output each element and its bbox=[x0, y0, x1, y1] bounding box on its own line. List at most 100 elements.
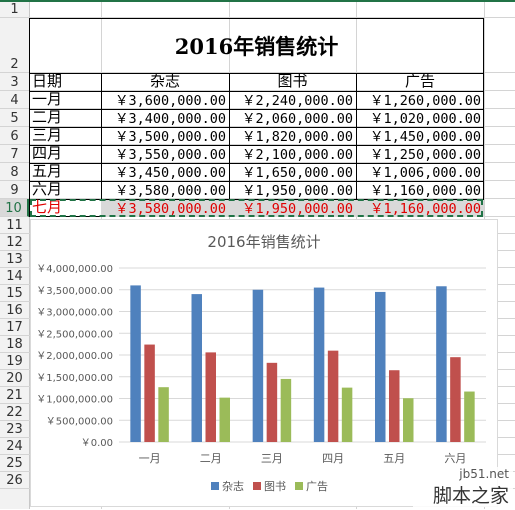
row-number[interactable]: 10 bbox=[0, 199, 29, 217]
x-tick-label: 五月 bbox=[383, 452, 405, 465]
gridline bbox=[29, 17, 515, 18]
bar bbox=[266, 362, 278, 442]
amount-cell[interactable]: ￥1,260,000.00 bbox=[369, 93, 481, 109]
table-rule bbox=[356, 73, 357, 217]
amount-cell[interactable]: ￥3,580,000.00 bbox=[114, 183, 226, 199]
amount-cell[interactable]: ￥1,450,000.00 bbox=[369, 129, 481, 145]
watermark-url: jb51.net bbox=[459, 467, 509, 481]
selected-row-highlight bbox=[101, 200, 484, 217]
amount-cell[interactable]: ￥1,160,000.00 bbox=[369, 201, 481, 217]
table-rule bbox=[29, 91, 484, 92]
row-number[interactable]: 3 bbox=[0, 73, 29, 91]
row-number[interactable]: 9 bbox=[0, 181, 29, 199]
bar bbox=[158, 387, 169, 442]
month-cell[interactable]: 六月 bbox=[32, 181, 63, 198]
legend-label: 杂志 bbox=[222, 480, 244, 493]
column-header[interactable]: 日期 bbox=[32, 73, 63, 90]
gridline bbox=[29, 144, 515, 145]
row-number[interactable]: 20 bbox=[0, 370, 29, 387]
row-number[interactable]: 22 bbox=[0, 404, 29, 421]
row-number[interactable]: 1 bbox=[0, 0, 29, 18]
table-rule bbox=[29, 181, 484, 182]
sheet-title[interactable]: 2016年销售统计 bbox=[174, 33, 339, 59]
row-number[interactable]: 7 bbox=[0, 145, 29, 163]
chart-title: 2016年销售统计 bbox=[207, 233, 320, 251]
amount-cell[interactable]: ￥1,250,000.00 bbox=[369, 147, 481, 163]
bar bbox=[130, 285, 141, 442]
y-tick-label: ￥0.00 bbox=[81, 438, 113, 449]
y-tick-label: ￥500,000.00 bbox=[46, 416, 113, 427]
month-cell[interactable]: 一月 bbox=[32, 91, 63, 108]
column-header[interactable]: 杂志 bbox=[149, 73, 180, 90]
watermark-name: 脚本之家 bbox=[432, 485, 509, 507]
row-number[interactable]: 14 bbox=[0, 268, 29, 285]
legend-swatch bbox=[211, 482, 219, 490]
amount-cell[interactable]: ￥1,950,000.00 bbox=[241, 183, 353, 199]
y-tick-label: ￥1,000,000.00 bbox=[36, 395, 113, 406]
x-tick-label: 二月 bbox=[200, 452, 222, 465]
amount-cell[interactable]: ￥1,820,000.00 bbox=[241, 129, 353, 145]
amount-cell[interactable]: ￥2,100,000.00 bbox=[241, 147, 353, 163]
row-number[interactable]: 26 bbox=[0, 472, 29, 489]
column-header-strip bbox=[0, 0, 515, 2]
table-rule bbox=[29, 145, 484, 146]
table-rule bbox=[29, 73, 484, 74]
row-number[interactable]: 5 bbox=[0, 109, 29, 127]
row-number[interactable]: 18 bbox=[0, 336, 29, 353]
column-header[interactable]: 广告 bbox=[404, 73, 435, 90]
bar bbox=[191, 294, 202, 442]
bar bbox=[205, 352, 216, 442]
row-number[interactable]: 21 bbox=[0, 387, 29, 404]
row-number[interactable]: 24 bbox=[0, 438, 29, 455]
amount-cell[interactable]: ￥1,006,000.00 bbox=[369, 165, 481, 181]
bar bbox=[450, 357, 461, 442]
y-tick-label: ￥3,500,000.00 bbox=[36, 286, 113, 297]
row-number[interactable]: 12 bbox=[0, 234, 29, 251]
bar bbox=[219, 397, 230, 442]
row-number[interactable]: 6 bbox=[0, 127, 29, 145]
amount-cell[interactable]: ￥3,550,000.00 bbox=[114, 147, 226, 163]
row-number[interactable]: 17 bbox=[0, 319, 29, 336]
legend-label: 广告 bbox=[306, 480, 328, 493]
row-number[interactable]: 8 bbox=[0, 163, 29, 181]
bar bbox=[327, 350, 339, 442]
amount-cell[interactable]: ￥3,600,000.00 bbox=[114, 93, 226, 109]
legend-swatch bbox=[295, 482, 303, 490]
row-number[interactable]: 19 bbox=[0, 353, 29, 370]
row-number[interactable]: 25 bbox=[0, 455, 29, 472]
bar bbox=[341, 387, 353, 442]
column-chart[interactable]: 2016年销售统计 ￥0.00 ￥500,000.00 ￥1,000,000.00 ￥1… bbox=[30, 219, 498, 507]
row-number[interactable]: 13 bbox=[0, 251, 29, 268]
month-cell[interactable]: 二月 bbox=[32, 109, 63, 126]
month-cell[interactable]: 七月 bbox=[32, 199, 63, 216]
month-cell[interactable]: 四月 bbox=[32, 145, 63, 162]
row-number[interactable]: 15 bbox=[0, 285, 29, 302]
table-rule bbox=[29, 163, 484, 164]
row-number[interactable]: 2 bbox=[0, 18, 29, 73]
month-cell[interactable]: 三月 bbox=[32, 127, 63, 144]
row-number[interactable]: 16 bbox=[0, 302, 29, 319]
row-number[interactable]: 23 bbox=[0, 421, 29, 438]
amount-cell[interactable]: ￥3,500,000.00 bbox=[114, 129, 226, 145]
amount-cell[interactable]: ￥1,650,000.00 bbox=[241, 165, 353, 181]
amount-cell[interactable]: ￥2,060,000.00 bbox=[241, 111, 353, 127]
bar bbox=[313, 287, 325, 442]
amount-cell[interactable]: ￥2,240,000.00 bbox=[241, 93, 353, 109]
bar bbox=[389, 370, 400, 442]
amount-cell[interactable]: ￥1,020,000.00 bbox=[369, 111, 481, 127]
row-number[interactable]: 11 bbox=[0, 217, 29, 234]
column-header[interactable]: 图书 bbox=[277, 73, 308, 90]
gridline bbox=[29, 180, 515, 181]
x-tick-label: 三月 bbox=[261, 452, 283, 465]
amount-cell[interactable]: ￥3,400,000.00 bbox=[114, 111, 226, 127]
amount-cell[interactable]: ￥3,580,000.00 bbox=[114, 201, 226, 217]
amount-cell[interactable]: ￥1,950,000.00 bbox=[241, 201, 353, 217]
amount-cell[interactable]: ￥1,160,000.00 bbox=[369, 183, 481, 199]
bar bbox=[403, 398, 414, 442]
watermark: jb51.net 脚本之家 bbox=[413, 467, 513, 507]
gridline bbox=[29, 162, 515, 163]
table-rule bbox=[229, 73, 230, 217]
month-cell[interactable]: 五月 bbox=[32, 163, 63, 180]
row-number[interactable]: 4 bbox=[0, 91, 29, 109]
amount-cell[interactable]: ￥3,450,000.00 bbox=[114, 165, 226, 181]
